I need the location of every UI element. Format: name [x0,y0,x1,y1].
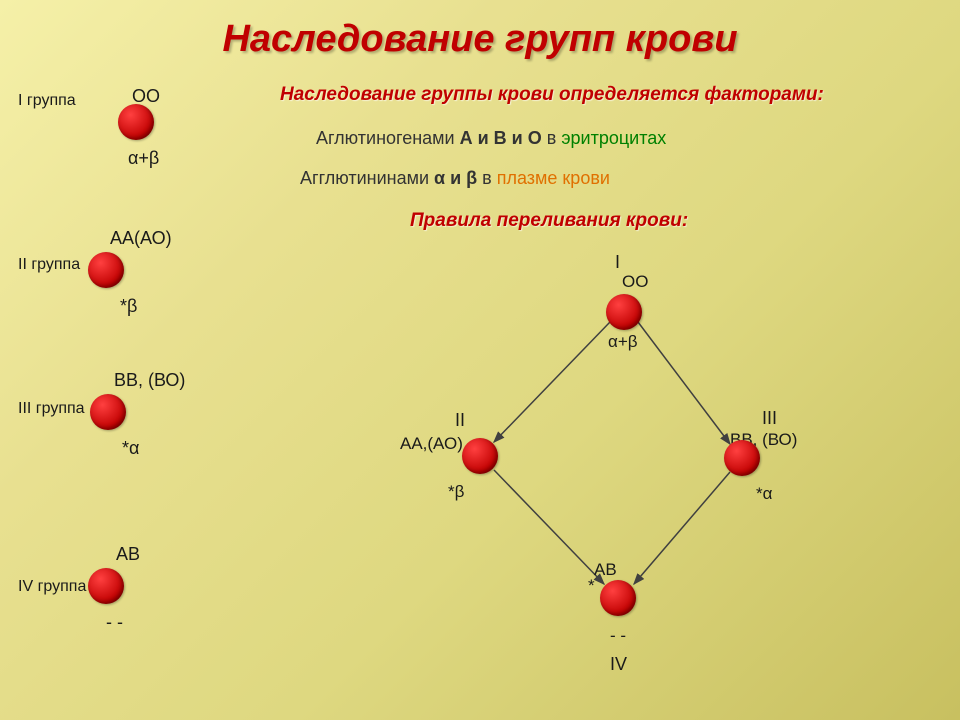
node-antibody-II: *β [448,482,464,502]
factor-line-2: Агглютининами α и β в плазме крови [300,168,610,189]
group-label-4: IV группа [18,578,86,596]
group-cell-icon-1 [118,104,154,140]
group-antibody-3: *α [122,438,139,459]
group-cell-icon-3 [90,394,126,430]
line2-mid: в [477,168,497,188]
node-roman-IV: IV [610,654,627,675]
subtitle: Наследование группы крови определяется ф… [280,84,824,106]
line2-tail: плазме крови [497,168,610,188]
group-cell-icon-4 [88,568,124,604]
factor-line-1: Аглютиногенами А и В и О в эритроцитах [316,128,666,149]
line1-pre: Аглютиногенами [316,128,460,148]
group-label-1: I группа [18,92,76,110]
group-antibody-1: α+β [128,148,159,169]
node-antibody-IV: - - [610,626,626,646]
group-antibody-2: *β [120,296,137,317]
group-genotype-4: АВ [116,544,140,565]
group-genotype-2: АА(АО) [110,228,172,249]
transfusion-rules-title: Правила переливания крови: [410,210,688,232]
node-genotype-II: АА,(АО) [400,434,463,454]
node-genotype-I: ОО [622,272,648,292]
group-antibody-4: - - [106,612,123,633]
line2-pre: Агглютининами [300,168,434,188]
node-asterisk-iv: * [588,576,595,596]
node-roman-II: II [455,410,465,431]
node-antibody-I: α+β [608,332,638,352]
node-cell-icon-III [724,440,760,476]
node-roman-III: III [762,408,777,429]
page-title: Наследование групп крови [0,18,960,61]
node-cell-icon-IV [600,580,636,616]
line1-mid: в [542,128,562,148]
group-label-3: III группа [18,400,85,418]
node-cell-icon-I [606,294,642,330]
node-genotype-IV: АВ [594,560,617,580]
node-antibody-III: *α [756,484,772,504]
group-label-2: II группа [18,256,80,274]
group-cell-icon-2 [88,252,124,288]
group-genotype-3: ВВ, (ВО) [114,370,185,391]
line1-tail: эритроцитах [561,128,666,148]
line1-bold: А и В и О [460,128,542,148]
node-roman-I: I [615,252,620,273]
node-cell-icon-II [462,438,498,474]
line2-bold: α и β [434,168,477,188]
